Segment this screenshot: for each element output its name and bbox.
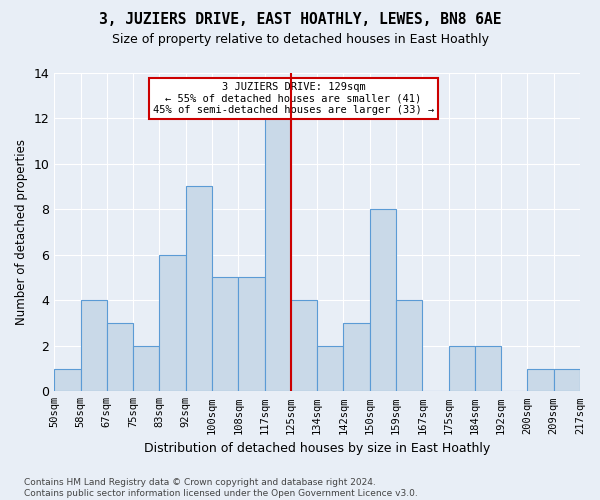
Bar bbox=[343, 323, 370, 392]
Bar bbox=[212, 278, 238, 392]
Bar bbox=[265, 118, 291, 392]
X-axis label: Distribution of detached houses by size in East Hoathly: Distribution of detached houses by size … bbox=[144, 442, 490, 455]
Bar bbox=[291, 300, 317, 392]
Y-axis label: Number of detached properties: Number of detached properties bbox=[15, 139, 28, 325]
Bar bbox=[54, 368, 80, 392]
Bar bbox=[80, 300, 107, 392]
Bar bbox=[107, 323, 133, 392]
Bar bbox=[370, 209, 396, 392]
Bar bbox=[527, 368, 554, 392]
Text: 3 JUZIERS DRIVE: 129sqm
← 55% of detached houses are smaller (41)
45% of semi-de: 3 JUZIERS DRIVE: 129sqm ← 55% of detache… bbox=[153, 82, 434, 116]
Bar bbox=[449, 346, 475, 392]
Bar bbox=[133, 346, 160, 392]
Bar bbox=[186, 186, 212, 392]
Bar bbox=[160, 254, 186, 392]
Bar bbox=[238, 278, 265, 392]
Bar bbox=[396, 300, 422, 392]
Bar bbox=[554, 368, 580, 392]
Bar bbox=[475, 346, 501, 392]
Text: Contains HM Land Registry data © Crown copyright and database right 2024.
Contai: Contains HM Land Registry data © Crown c… bbox=[24, 478, 418, 498]
Bar bbox=[317, 346, 343, 392]
Text: 3, JUZIERS DRIVE, EAST HOATHLY, LEWES, BN8 6AE: 3, JUZIERS DRIVE, EAST HOATHLY, LEWES, B… bbox=[99, 12, 501, 28]
Text: Size of property relative to detached houses in East Hoathly: Size of property relative to detached ho… bbox=[112, 32, 488, 46]
